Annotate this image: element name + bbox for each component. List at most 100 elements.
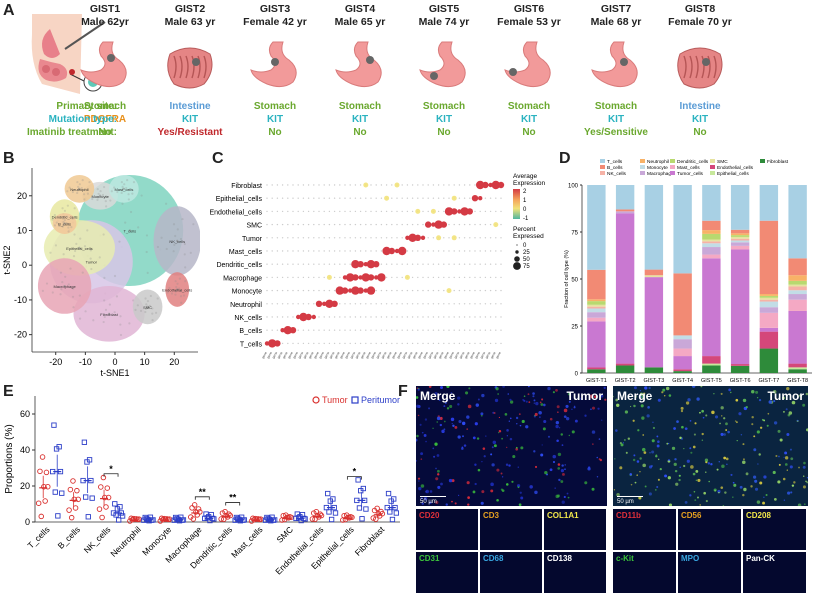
- dotplot-dot: [482, 181, 489, 189]
- dotplot-dot: [326, 274, 332, 280]
- dotplot-row-label: Monocyte: [232, 289, 262, 296]
- e-x-tick: Neutrophil: [108, 524, 143, 559]
- e-point-peritumor: [332, 510, 339, 516]
- e-point-tumor: [379, 510, 386, 517]
- e-point-peritumor: [355, 477, 361, 483]
- e-point-tumor: [310, 510, 317, 516]
- gist-header: GIST1 Male 62yr: [60, 3, 150, 29]
- gist-id: GIST1: [89, 3, 121, 15]
- bar-x-tick: GIST-T8: [787, 378, 808, 384]
- e-point-tumor: [197, 509, 203, 515]
- tsne-cluster-label: Dendritic_cells: [52, 215, 78, 220]
- if-left-scale-bar: 50 µm: [420, 499, 437, 505]
- e-point-tumor: [101, 494, 108, 501]
- stomach-icon: [591, 41, 638, 88]
- tsne-cluster-label: Macrophage: [53, 284, 76, 289]
- svg-text:gene: gene: [318, 351, 325, 359]
- svg-text:gene: gene: [328, 351, 335, 359]
- e-point-tumor: [45, 483, 51, 490]
- stomach-icon: [419, 41, 466, 88]
- dotplot-row-label: Epithelial_cells: [216, 196, 263, 203]
- e-point-peritumor: [81, 439, 88, 445]
- if-left-tumor-label: Tumor: [566, 389, 603, 403]
- svg-text:gene: gene: [276, 351, 283, 359]
- bar-legend-label: SMC: [717, 159, 728, 165]
- e-significance-label: *: [109, 464, 113, 474]
- tsne-cluster-label: SMC: [143, 305, 152, 310]
- tsne-cluster-mast_cells: [109, 174, 139, 203]
- e-point-peritumor: [393, 510, 399, 516]
- bar-legend-label: B_cells: [607, 165, 623, 171]
- e-point-tumor: [191, 502, 198, 508]
- bar-segment-nk_cells: [730, 238, 750, 241]
- svg-text:gene: gene: [495, 351, 502, 359]
- bar-segment-b_cells: [644, 269, 664, 276]
- bar-segment-smc: [759, 297, 779, 300]
- bar-segment-tumor_cells: [759, 327, 779, 332]
- e-point-peritumor: [85, 514, 91, 520]
- e-point-tumor: [370, 515, 376, 521]
- bar-x-tick: GIST-T7: [758, 378, 779, 384]
- svg-text:gene: gene: [479, 351, 486, 359]
- size-legend-dot: [514, 256, 520, 262]
- if-channel-image: CD3: [480, 509, 542, 550]
- size-legend-tick: 25: [523, 250, 530, 256]
- e-significance-bracket: [103, 473, 119, 477]
- tsne-y-tick: 20: [17, 191, 27, 201]
- bar-segment-epithelial_cells: [702, 363, 721, 366]
- row-label-imatinib: Imatinib treatment:: [26, 127, 117, 138]
- svg-text:gene: gene: [380, 351, 387, 359]
- if-right-merge-image: Merge Tumor 50 µm: [613, 386, 808, 506]
- if-channel-label: CD20: [419, 511, 440, 520]
- gist-id: GIST6: [513, 3, 545, 15]
- e-point-tumor: [72, 505, 79, 511]
- dotplot-dot: [493, 222, 499, 228]
- dotplot-row-label: Tumor: [242, 236, 263, 243]
- gist-demographics: Female 42 yr: [243, 16, 307, 28]
- bar-segment-t_cells: [673, 185, 692, 274]
- e-point-tumor: [104, 485, 111, 491]
- e-point-tumor: [309, 516, 316, 522]
- gist-mutation-value: KIT: [351, 114, 369, 125]
- tsne-cluster-smc: [132, 289, 163, 325]
- bar-segment-tumor_cells: [587, 321, 606, 368]
- svg-text:gene: gene: [261, 351, 268, 359]
- bar-x-tick: GIST-T1: [586, 378, 607, 384]
- tsne-plot: Neutrophil Monocyte Dendritic_cells B_cells…: [2, 168, 200, 378]
- e-point-tumor: [75, 496, 81, 503]
- e-point-tumor: [248, 518, 255, 524]
- bar-segment-endothelial_cells: [730, 364, 750, 366]
- e-point-tumor: [42, 498, 48, 504]
- bar-segment-fibroblast: [587, 369, 606, 373]
- dotplot-dot: [388, 247, 395, 255]
- dotplot-dot: [431, 222, 436, 227]
- bar-segment-epithelial_cells: [788, 367, 807, 370]
- if-channel-image: CD31: [416, 552, 478, 593]
- tsne-cluster-label: Endothelial_cells: [162, 288, 192, 293]
- bar-legend-swatch: [600, 171, 605, 175]
- svg-text:gene: gene: [406, 351, 413, 359]
- dotplot-dot: [342, 275, 348, 280]
- svg-text:gene: gene: [464, 351, 471, 359]
- gist-site-value: Stomach: [507, 101, 551, 112]
- e-point-peritumor: [119, 513, 126, 519]
- bar-segment-macrophage: [788, 294, 807, 300]
- bar-segment-tumor_cells: [730, 249, 750, 365]
- bar-segment-tumor_cells: [673, 356, 692, 370]
- bar-segment-t_cells: [788, 185, 807, 259]
- e-point-peritumor: [328, 516, 335, 523]
- size-legend-dot: [515, 250, 519, 254]
- bar-segment-neutrophil: [788, 275, 807, 281]
- dotplot-dot: [346, 273, 355, 282]
- svg-text:gene: gene: [344, 351, 351, 359]
- e-point-tumor: [68, 514, 75, 521]
- intestine-icon: [167, 47, 213, 89]
- dotplot-dot: [451, 195, 457, 201]
- tumor-marker-icon: [509, 68, 517, 76]
- gist-id: GIST8: [684, 3, 716, 15]
- gist-demographics: Female 70 yr: [668, 16, 732, 28]
- e-point-peritumor: [89, 495, 95, 501]
- tsne-cluster-label: Fibroblast: [100, 312, 118, 317]
- bar-segment-t_cells: [759, 185, 779, 221]
- gist-imatinib-value: No: [693, 127, 707, 138]
